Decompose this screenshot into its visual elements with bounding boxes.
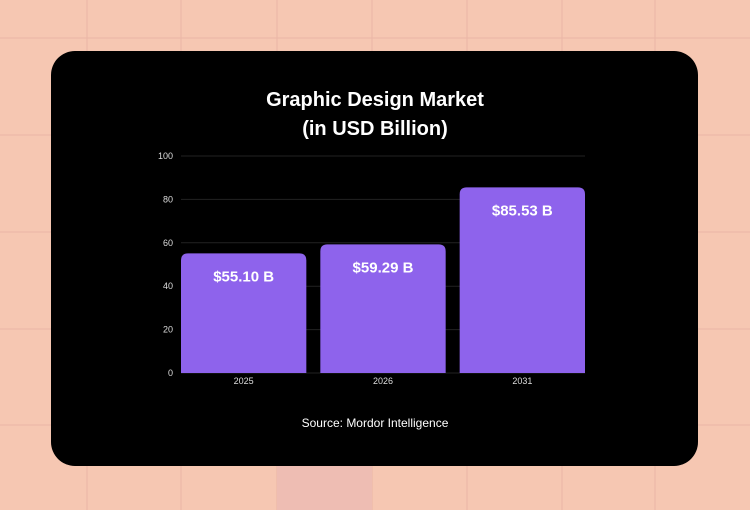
y-tick-label: 60 — [163, 238, 173, 248]
y-tick-label: 0 — [168, 368, 173, 378]
source-note: Source: Mordor Intelligence — [301, 416, 449, 430]
data-label: $85.53 B — [492, 202, 553, 219]
y-tick-label: 100 — [158, 151, 173, 161]
x-tick-label: 2026 — [373, 376, 393, 386]
bar — [181, 253, 307, 373]
chart-title: Graphic Design Market (in USD Billion) — [0, 86, 750, 144]
chart-title-line-1: Graphic Design Market — [266, 89, 484, 111]
background-highlight-cell — [277, 466, 372, 510]
chart-title-line-2: (in USD Billion) — [302, 118, 448, 140]
y-tick-label: 40 — [163, 281, 173, 291]
data-label: $55.10 B — [213, 268, 274, 285]
data-label: $59.29 B — [353, 259, 414, 276]
y-tick-label: 20 — [163, 325, 173, 335]
x-tick-label: 2025 — [234, 376, 254, 386]
bar — [459, 187, 585, 373]
x-tick-label: 2031 — [512, 376, 532, 386]
bar — [320, 244, 446, 373]
y-tick-label: 80 — [163, 194, 173, 204]
